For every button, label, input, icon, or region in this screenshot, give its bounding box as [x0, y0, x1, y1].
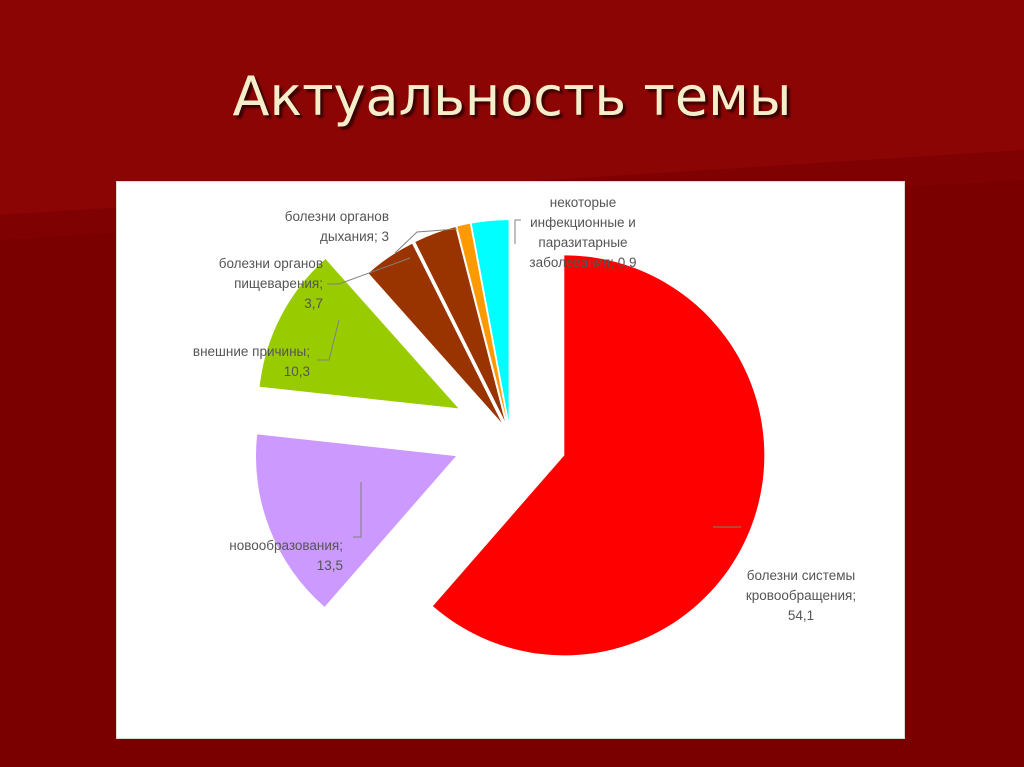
slice-label-line: дыхания; 3	[320, 229, 389, 244]
leader-line	[327, 257, 411, 285]
slide-title: Актуальность темы	[232, 65, 792, 128]
slice-label-line: паразитарные	[538, 235, 627, 250]
slice-label-line: болезни системы	[747, 568, 856, 583]
slice-label-line: некоторые	[550, 195, 617, 210]
slice-label-neoplasms: новообразования; 13,5	[229, 538, 343, 573]
slice-infectious	[457, 223, 507, 421]
leader-line	[317, 319, 340, 361]
leader-line	[514, 219, 521, 244]
slice-label-line: 13,5	[317, 558, 343, 573]
slice-external-causes	[259, 259, 459, 409]
slice-label-line: болезни органов	[219, 256, 323, 271]
slice-label-external-causes: внешние причины; 10,3	[193, 344, 310, 379]
slice-circulatory	[432, 255, 765, 656]
slice-label-line: кровообращения;	[746, 588, 856, 603]
slice-label-digestive: болезни органов пищеварения; 3,7	[219, 256, 323, 311]
slice-label-line: болезни органов	[285, 209, 389, 224]
chart-panel: болезни системы кровообращения; 54,1 новоо…	[116, 181, 905, 739]
slice-label-line: 54,1	[788, 608, 814, 623]
slice-respiratory	[415, 227, 505, 421]
slice-label-line: новообразования;	[229, 538, 343, 553]
slice-label-infectious: некоторые инфекционные и паразитарные забол…	[529, 195, 636, 270]
slice-label-line: внешние причины;	[193, 344, 310, 359]
slice-label-line: пищеварения;	[234, 276, 323, 291]
slice-label-circulatory: болезни системы кровообращения; 54,1	[746, 568, 856, 623]
slice-label-line: заболевания; 0,9	[529, 255, 636, 270]
slice-digestive	[368, 243, 502, 423]
pie-chart: болезни системы кровообращения; 54,1 новоо…	[193, 195, 856, 656]
slice-label-line: 3,7	[304, 296, 323, 311]
leader-line	[394, 228, 458, 254]
slice-label-respiratory: болезни органов дыхания; 3	[285, 209, 389, 244]
slice-other	[471, 220, 509, 421]
slice-label-line: инфекционные и	[530, 215, 636, 230]
slice-neoplasms	[255, 434, 456, 607]
leader-line	[353, 482, 362, 538]
slice-label-line: 10,3	[284, 364, 310, 379]
